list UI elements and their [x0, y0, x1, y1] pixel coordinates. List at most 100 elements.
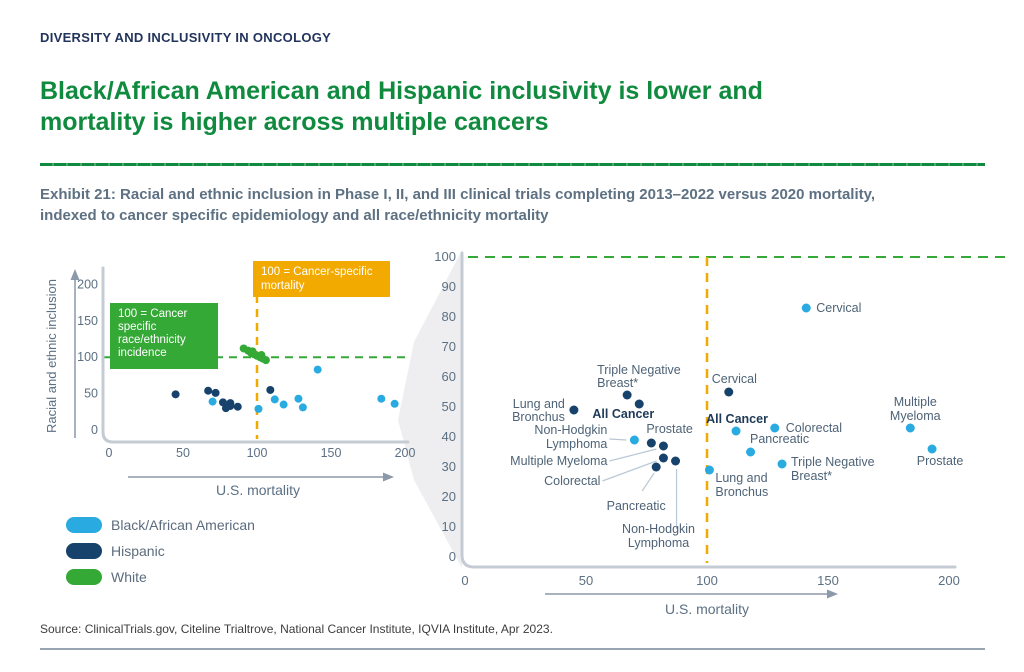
mortality-annotation-text: 100 = Cancer-specific	[261, 266, 373, 278]
dot-hispanic	[233, 402, 242, 411]
point-label-hispanic-multiple-myeloma: Multiple Myeloma	[510, 454, 607, 468]
x-tick-label: 200	[395, 446, 416, 460]
x-axis-label: U.S. mortality	[216, 482, 300, 498]
point-label-black-african-american-colorectal: Colorectal	[786, 421, 842, 435]
y-tick-label: 60	[442, 369, 456, 384]
point-label-hispanic-pancreatic: Pancreatic	[607, 499, 666, 513]
point-label-hispanic-cervical: Cervical	[712, 372, 757, 386]
point-label-hispanic-colorectal: Colorectal	[544, 474, 600, 488]
incidence-annotation-text: race/ethnicity	[118, 334, 186, 346]
point-label-black-african-american-lung-and-bronchus: Bronchus	[715, 485, 768, 499]
dot-black-african-american	[298, 403, 307, 412]
point-label-hispanic-non-hodgkin-lymphoma: Non-Hodgkin	[622, 522, 695, 536]
incidence-annotation-text: incidence	[118, 347, 167, 359]
section-eyebrow: DIVERSITY AND INCLUSIVITY IN ONCOLOGY	[40, 30, 332, 45]
dot-black-african-american-triple-negative-breast	[777, 459, 787, 469]
funnel-polygon	[398, 250, 462, 568]
dot-black-african-american	[313, 365, 322, 374]
point-label-black-african-american-lung-and-bronchus: Lung and	[715, 471, 767, 485]
x-tick-label: 200	[938, 573, 960, 588]
y-tick-label: 10	[442, 519, 456, 534]
mortality-annotation-text: mortality	[261, 280, 305, 292]
y-tick-label: 100	[434, 249, 456, 264]
dot-white	[261, 356, 270, 365]
leader-black-african-american-non-hodgkin-lymphoma	[609, 438, 627, 441]
exhibit-caption: Exhibit 21: Racial and ethnic inclusion …	[40, 186, 876, 224]
point-label-black-african-american-triple-negative-breast: Breast*	[791, 469, 832, 483]
leader-hispanic-multiple-myeloma	[609, 448, 657, 462]
dot-hispanic-prostate	[646, 438, 656, 448]
legend-item-white: White	[66, 564, 255, 590]
x-tick-label: 100	[696, 573, 718, 588]
point-label-black-african-american-multiple-myeloma: Multiple	[894, 395, 937, 409]
dot-hispanic-pancreatic	[651, 462, 661, 472]
leader-hispanic-colorectal	[602, 460, 657, 482]
dot-black-african-american	[270, 395, 279, 404]
mortality-annotation	[253, 261, 390, 297]
dot-black-african-american	[390, 399, 399, 408]
y-tick-label: 80	[442, 309, 456, 324]
point-label-hispanic-all-cancer: All Cancer	[592, 407, 654, 421]
dot-black-african-american	[254, 404, 263, 413]
x-tick-label: 50	[579, 573, 593, 588]
dot-hispanic	[211, 388, 220, 397]
point-label-hispanic-non-hodgkin-lymphoma: Lymphoma	[628, 536, 689, 550]
dot-hispanic-lung-and-bronchus	[569, 405, 579, 415]
incidence-annotation	[110, 303, 218, 369]
x-tick-label: 150	[817, 573, 839, 588]
dot-hispanic	[266, 385, 275, 394]
y-axis-label: Racial and ethnic inclusion	[44, 279, 59, 433]
legend-label: White	[111, 569, 147, 585]
dot-black-african-american-all-cancer	[731, 426, 741, 436]
dot-black-african-american-prostate	[927, 444, 937, 454]
point-label-black-african-american-non-hodgkin-lymphoma: Non-Hodgkin	[534, 423, 607, 437]
y-tick-label: 40	[442, 429, 456, 444]
y-tick-label: 30	[442, 459, 456, 474]
axis-lines	[460, 251, 957, 569]
legend-swatch	[66, 517, 102, 533]
point-label-black-african-american-multiple-myeloma: Myeloma	[890, 409, 941, 423]
dot-hispanic-non-hodgkin-lymphoma	[671, 456, 681, 466]
dot-hispanic-colorectal	[658, 453, 668, 463]
dot-black-african-american-colorectal	[770, 423, 780, 433]
dot-hispanic	[171, 390, 180, 399]
x-axis-label: U.S. mortality	[665, 601, 749, 617]
legend-label: Hispanic	[111, 543, 165, 559]
x-tick-label: 150	[321, 446, 342, 460]
y-tick-label: 200	[77, 277, 98, 291]
legend-label: Black/African American	[111, 517, 255, 533]
leader-hispanic-pancreatic	[641, 472, 655, 492]
x-tick-label: 100	[247, 446, 268, 460]
dot-hispanic-triple-negative-breast	[622, 390, 632, 400]
green-divider-rule	[40, 163, 985, 166]
point-label-hispanic-lung-and-bronchus: Lung and	[513, 397, 565, 411]
point-label-hispanic-prostate: Prostate	[646, 422, 693, 436]
x-tick-label: 50	[176, 446, 190, 460]
dot-black-african-american-pancreatic	[746, 447, 756, 457]
zoom-funnel-shape	[398, 250, 462, 568]
overview-chart: 0 50 100 150 200 0 50 100 150 200 100 = Cancerspec…	[44, 261, 416, 498]
legend-swatch	[66, 543, 102, 559]
bottom-rule	[40, 648, 985, 650]
dot-hispanic-multiple-myeloma	[658, 441, 668, 451]
legend-swatch	[66, 569, 102, 585]
y-tick-label: 50	[442, 399, 456, 414]
point-label-black-african-american-non-hodgkin-lymphoma: Lymphoma	[546, 437, 607, 451]
point-label-black-african-american-pancreatic: Pancreatic	[750, 432, 809, 446]
point-label-black-african-american-all-cancer: All Cancer	[706, 412, 768, 426]
y-tick-label: 100	[77, 350, 98, 364]
point-label-black-african-american-triple-negative-breast: Triple Negative	[791, 455, 875, 469]
source-note: Source: ClinicalTrials.gov, Citeline Tri…	[40, 622, 553, 636]
y-tick-label: 50	[84, 387, 98, 401]
page-title: Black/African American and Hispanic incl…	[40, 77, 763, 136]
point-label-hispanic-triple-negative-breast: Breast*	[597, 376, 638, 390]
dot-hispanic-all-cancer	[634, 399, 644, 409]
dot-black-african-american	[279, 400, 288, 409]
y-tick-label: 0	[449, 549, 456, 564]
dot-black-african-american	[377, 394, 386, 403]
y-tick-label: 70	[442, 339, 456, 354]
dot-black-african-american-lung-and-bronchus	[704, 465, 714, 475]
x-tick-label: 0	[461, 573, 468, 588]
y-tick-label: 150	[77, 314, 98, 328]
